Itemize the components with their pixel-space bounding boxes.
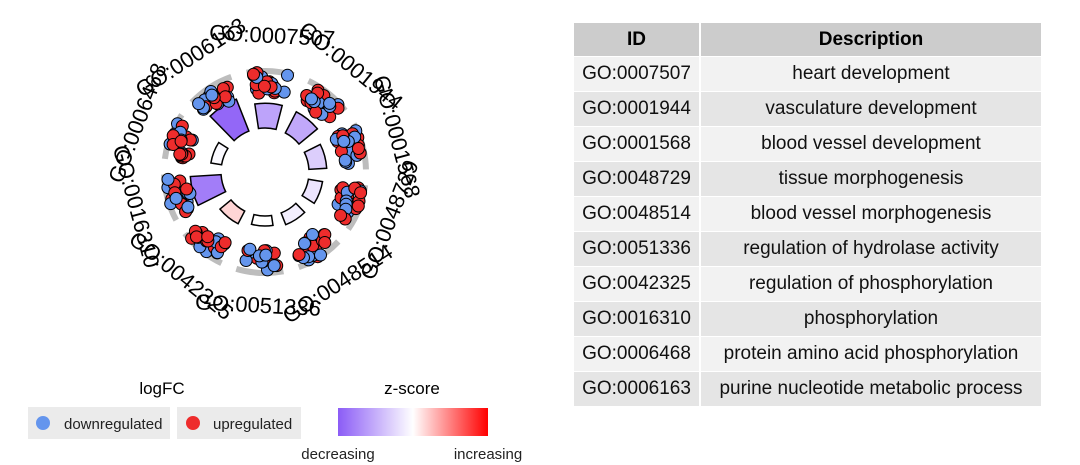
table-cell-description: regulation of phosphorylation: [701, 267, 1041, 301]
legend-up-dot: [186, 416, 200, 430]
downregulated-gene-point: [298, 237, 311, 250]
zscore-bar: [280, 202, 306, 226]
downregulated-gene-point: [338, 153, 352, 167]
table-cell-description: vasculature development: [701, 92, 1041, 126]
downregulated-gene-point: [306, 228, 319, 241]
table-cell-id: GO:0006468: [574, 337, 701, 371]
upregulated-gene-point: [318, 236, 332, 249]
legend-increasing-label: increasing: [454, 446, 522, 463]
table-header-row: ID Description: [574, 23, 1041, 56]
zscore-colorbar: [338, 408, 488, 436]
table-cell-id: GO:0001944: [574, 92, 701, 126]
zscore-bar: [218, 198, 246, 225]
table-cell-description: regulation of hydrolase activity: [701, 232, 1041, 266]
downregulated-gene-point: [169, 191, 183, 205]
legend: logFC downregulated upregulated z-score …: [28, 379, 522, 463]
legend-down-label: downregulated: [64, 416, 162, 433]
upregulated-gene-point: [351, 142, 365, 155]
table-header-description: Description: [701, 23, 1041, 56]
upregulated-gene-point: [218, 90, 232, 104]
zscore-bar: [253, 102, 284, 131]
downregulated-gene-point: [259, 248, 273, 262]
table-row: GO:0048729 tissue morphogenesis: [574, 162, 1041, 196]
table-cell-description: blood vessel morphogenesis: [701, 197, 1041, 231]
table-cell-description: phosphorylation: [701, 302, 1041, 336]
upregulated-gene-point: [292, 248, 306, 262]
upregulated-gene-point: [180, 182, 194, 196]
table-cell-id: GO:0048729: [574, 162, 701, 196]
downregulated-gene-point: [337, 134, 351, 148]
downregulated-gene-point: [243, 242, 257, 256]
downregulated-gene-point: [192, 97, 206, 111]
table-row: GO:0001944 vasculature development: [574, 92, 1041, 126]
legend-logfc-title: logFC: [139, 379, 184, 398]
table-row: GO:0006163 purine nucleotide metabolic pr…: [574, 372, 1041, 406]
table-row: GO:0006468 protein amino acid phosphoryla…: [574, 337, 1041, 371]
table-cell-description: heart development: [701, 57, 1041, 91]
upregulated-gene-point: [218, 236, 232, 250]
table-cell-id: GO:0051336: [574, 232, 701, 266]
downregulated-gene-point: [305, 92, 318, 106]
downregulated-gene-point: [323, 96, 337, 110]
zscore-bar: [303, 143, 328, 171]
table-cell-id: GO:0001568: [574, 127, 701, 161]
zscore-bar: [301, 178, 324, 205]
downregulated-gene-point: [281, 68, 294, 82]
upregulated-gene-point: [354, 186, 368, 200]
table-cell-description: protein amino acid phosphorylation: [701, 337, 1041, 371]
zscore-bar: [284, 110, 319, 146]
table-row: GO:0007507 heart development: [574, 57, 1041, 91]
downregulated-gene-point: [205, 88, 219, 102]
table-row: GO:0001568 blood vessel development: [574, 127, 1041, 161]
table-cell-description: purine nucleotide metabolic process: [701, 372, 1041, 406]
table-cell-id: GO:0042325: [574, 267, 701, 301]
table-row: GO:0048514 blood vessel morphogenesis: [574, 197, 1041, 231]
table-cell-id: GO:0016310: [574, 302, 701, 336]
table-cell-description: tissue morphogenesis: [701, 162, 1041, 196]
go-term-table: ID Description GO:0007507 heart developme…: [574, 22, 1041, 407]
table-cell-id: GO:0048514: [574, 197, 701, 231]
upregulated-gene-point: [247, 67, 260, 81]
upregulated-gene-point: [190, 230, 203, 244]
upregulated-gene-point: [351, 199, 365, 213]
table-header-id: ID: [574, 23, 701, 56]
table-row: GO:0016310 phosphorylation: [574, 302, 1041, 336]
upregulated-gene-point: [257, 79, 271, 93]
upregulated-gene-point: [334, 208, 348, 222]
table-row: GO:0051336 regulation of hydrolase activi…: [574, 232, 1041, 266]
table-cell-id: GO:0006163: [574, 372, 701, 406]
legend-down-dot: [36, 416, 50, 430]
table-cell-id: GO:0007507: [574, 57, 701, 91]
zscore-bar: [250, 213, 274, 227]
upregulated-gene-point: [201, 230, 215, 244]
table-row: GO:0042325 regulation of phosphorylation: [574, 267, 1041, 301]
circular-plot: GO:0007507GO:0001944GO:0001568GO:0048729…: [28, 13, 522, 463]
upregulated-gene-point: [174, 134, 188, 148]
legend-decreasing-label: decreasing: [301, 446, 374, 463]
zscore-bar: [210, 141, 229, 166]
downregulated-gene-point: [314, 248, 327, 262]
downregulated-gene-point: [161, 172, 175, 186]
zscore-bar: [189, 173, 227, 207]
legend-zscore-title: z-score: [384, 379, 440, 398]
downregulated-gene-point: [181, 200, 195, 214]
upregulated-gene-point: [173, 147, 187, 161]
table-cell-description: blood vessel development: [701, 127, 1041, 161]
downregulated-gene-point: [267, 259, 281, 273]
legend-up-label: upregulated: [213, 416, 292, 433]
